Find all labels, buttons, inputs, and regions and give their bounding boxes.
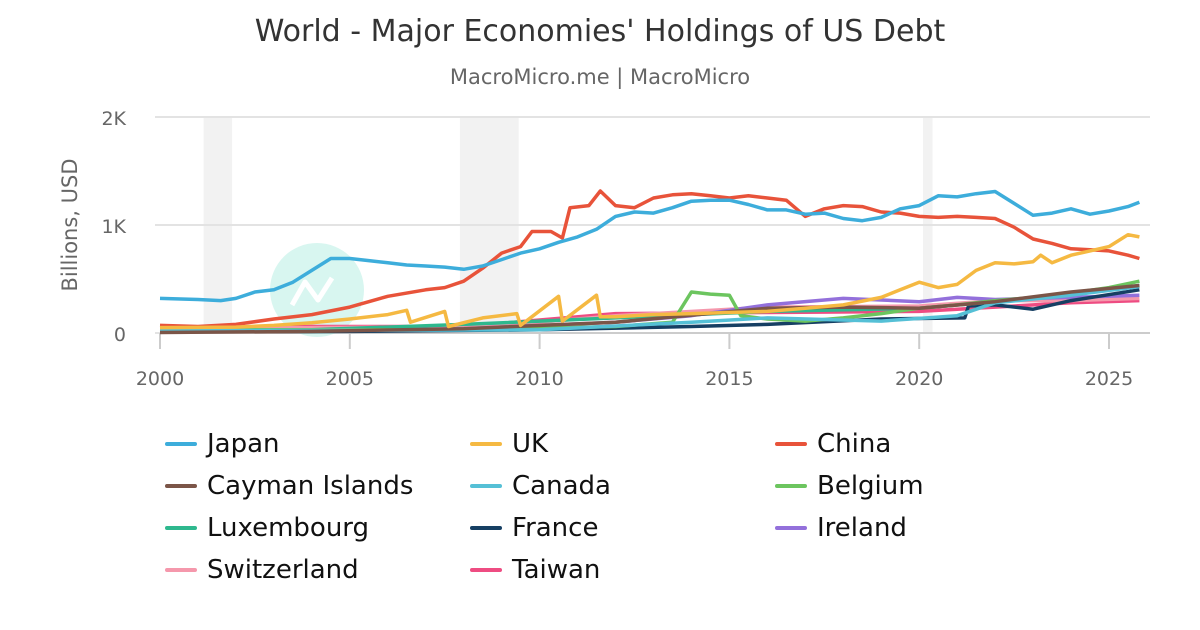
y-axis-label: Billions, USD xyxy=(58,158,82,291)
legend-item-belgium[interactable]: Belgium xyxy=(775,470,924,502)
legend-swatch xyxy=(165,568,197,572)
legend-swatch xyxy=(470,442,502,446)
x-tick-label: 2015 xyxy=(705,368,753,390)
x-tick-label: 2005 xyxy=(326,368,374,390)
legend-swatch xyxy=(165,442,197,446)
legend-item-cayman-islands[interactable]: Cayman Islands xyxy=(165,470,413,502)
legend-swatch xyxy=(470,526,502,530)
series-line-china xyxy=(159,189,1140,329)
legend-swatch xyxy=(775,526,807,530)
legend-item-luxembourg[interactable]: Luxembourg xyxy=(165,512,369,544)
watermark-logo-chart-icon xyxy=(289,276,335,307)
x-tick-label: 2025 xyxy=(1085,368,1133,390)
series-line-japan xyxy=(159,189,1141,303)
legend-label: Ireland xyxy=(817,513,907,543)
legend-label: Switzerland xyxy=(207,555,359,585)
legend-label: France xyxy=(512,513,599,543)
chart-subtitle: MacroMicro.me | MacroMicro xyxy=(449,65,751,89)
legend-item-japan[interactable]: Japan xyxy=(165,428,280,460)
legend-label: Japan xyxy=(207,429,280,459)
legend-swatch xyxy=(775,442,807,446)
y-tick-label: 0 xyxy=(114,324,126,346)
legend-item-france[interactable]: France xyxy=(470,512,598,544)
legend-swatch xyxy=(165,526,197,530)
watermark-logo-icon xyxy=(270,243,364,337)
x-tick-label: 2010 xyxy=(515,368,563,390)
legend-label: Luxembourg xyxy=(207,513,370,543)
legend-item-china[interactable]: China xyxy=(775,428,891,460)
series-line-uk xyxy=(159,232,1140,330)
legend-label: Taiwan xyxy=(512,555,601,585)
legend-swatch xyxy=(470,568,502,572)
legend-item-uk[interactable]: UK xyxy=(470,428,548,460)
legend-item-taiwan[interactable]: Taiwan xyxy=(470,554,600,586)
y-tick-label: 2K xyxy=(101,108,126,130)
y-tick-label: 1K xyxy=(101,216,126,238)
legend-label: Belgium xyxy=(817,471,924,501)
legend-item-ireland[interactable]: Ireland xyxy=(775,512,907,544)
x-tick-label: 2020 xyxy=(895,368,943,390)
legend-item-switzerland[interactable]: Switzerland xyxy=(165,554,359,586)
legend-label: China xyxy=(817,429,892,459)
chart-title: World - Major Economies' Holdings of US … xyxy=(254,14,946,49)
legend-item-canada[interactable]: Canada xyxy=(470,470,611,502)
legend-swatch xyxy=(165,484,197,488)
legend-swatch xyxy=(775,484,807,488)
legend-swatch xyxy=(470,484,502,488)
x-tick-label: 2000 xyxy=(136,368,184,390)
legend-label: UK xyxy=(512,429,549,459)
legend-label: Cayman Islands xyxy=(207,471,414,501)
legend-label: Canada xyxy=(512,471,611,501)
